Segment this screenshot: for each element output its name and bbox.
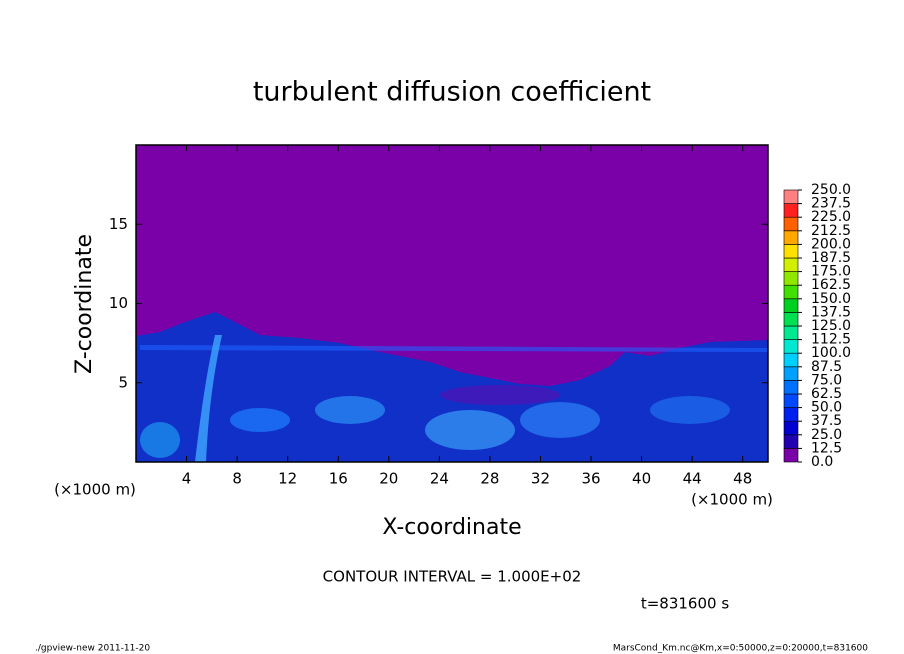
colorbar-swatch	[783, 325, 799, 340]
eddy	[230, 408, 290, 432]
colorbar-swatch	[783, 393, 799, 408]
footer-right: MarsCond_Km.nc@Km,x=0:50000,z=0:20000,t=…	[613, 644, 868, 654]
colorbar-label: 175.0	[811, 264, 851, 280]
colorbar-label: 125.0	[811, 318, 851, 334]
y-axis-label: Z-coordinate	[72, 234, 97, 374]
colorbar-swatch	[783, 434, 799, 449]
colorbar-swatch	[783, 366, 799, 381]
colorbar-label: 225.0	[811, 209, 851, 225]
colorbar-label: 162.5	[811, 277, 851, 293]
x-tick-label: 24	[430, 470, 449, 488]
y-tick-label: 5	[118, 373, 128, 391]
colorbar-swatch	[783, 189, 799, 204]
plume	[195, 335, 222, 462]
x-tick-label: 12	[278, 470, 297, 488]
colorbar-label: 62.5	[811, 386, 842, 402]
colorbar-label: 250.0	[811, 182, 851, 198]
colorbar-swatch	[783, 352, 799, 368]
colorbar-label: 87.5	[811, 359, 842, 375]
colorbar-label: 75.0	[811, 372, 842, 388]
x-tick-label: 8	[232, 470, 242, 488]
y-tick-label: 10	[109, 294, 128, 312]
eddy	[140, 422, 180, 458]
colorbar-label: 100.0	[811, 345, 851, 361]
x-tick-label: 44	[683, 470, 702, 488]
colorbar-swatch	[783, 407, 799, 422]
footer-left: ./gpview-new 2011-11-20	[35, 644, 150, 654]
x-tick-label: 48	[733, 470, 752, 488]
chart-title: turbulent diffusion coefficient	[253, 77, 651, 108]
colorbar-swatch	[783, 312, 799, 327]
colorbar-swatch	[783, 271, 799, 286]
colorbar-swatch	[783, 230, 799, 245]
x-tick-label: 16	[329, 470, 348, 488]
colorbar-swatch	[783, 216, 799, 232]
eddy	[315, 396, 385, 424]
colorbar-label: 150.0	[811, 291, 851, 307]
colorbar-swatch	[783, 203, 799, 218]
colorbar-swatch	[783, 284, 799, 300]
colorbar-swatch	[783, 380, 799, 395]
eddy	[520, 402, 600, 438]
x-tick-label: 28	[480, 470, 499, 488]
colorbar-label: 50.0	[811, 400, 842, 416]
x-tick-label: 20	[379, 470, 398, 488]
colorbar-swatch	[783, 339, 799, 354]
contour-interval: CONTOUR INTERVAL = 1.000E+02	[323, 568, 582, 586]
colorbar-swatch	[783, 298, 799, 313]
colorbar-swatch	[783, 448, 799, 463]
colorbar-label: 0.0	[811, 454, 833, 470]
y-unit: (×1000 m)	[691, 491, 773, 509]
colorbar-label: 25.0	[811, 427, 842, 443]
time-label: t=831600 s	[641, 595, 729, 613]
field	[136, 145, 768, 462]
eddy	[440, 385, 560, 405]
colorbar-label: 212.5	[811, 223, 851, 239]
colorbar-label: 187.5	[811, 250, 851, 266]
y-tick-label: 15	[109, 215, 128, 233]
x-tick-label: 36	[581, 470, 600, 488]
x-tick-label: 4	[182, 470, 192, 488]
colorbar-label: 137.5	[811, 304, 851, 320]
eddy	[650, 396, 730, 424]
streak	[140, 345, 768, 352]
x-unit: (×1000 m)	[54, 481, 136, 499]
x-tick-label: 32	[531, 470, 550, 488]
colorbar-label: 37.5	[811, 413, 842, 429]
colorbar-label: 237.5	[811, 196, 851, 212]
colorbar-label: 112.5	[811, 332, 851, 348]
colorbar-label: 12.5	[811, 440, 842, 456]
colorbar-swatch	[783, 257, 799, 272]
eddy	[425, 410, 515, 450]
colorbar-label: 200.0	[811, 236, 851, 252]
x-axis-label: X-coordinate	[382, 515, 521, 540]
colorbar-swatch	[783, 420, 799, 436]
x-tick-label: 40	[632, 470, 651, 488]
colorbar-swatch	[783, 244, 799, 259]
